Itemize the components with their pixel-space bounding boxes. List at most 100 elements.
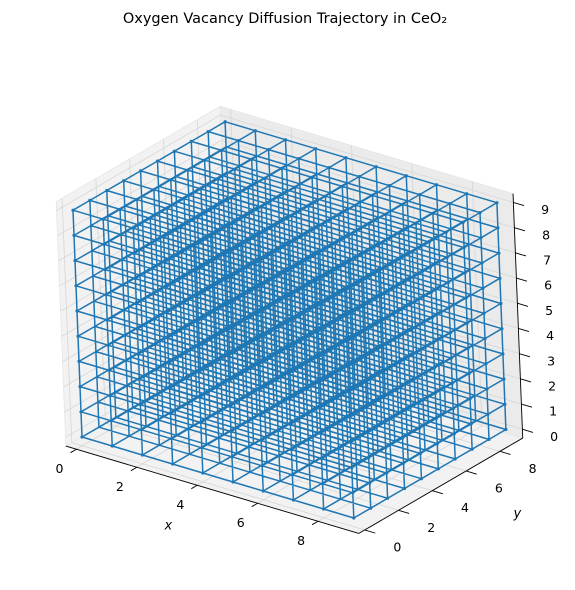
trajectory-point — [469, 422, 473, 426]
trajectory-point — [186, 168, 190, 172]
trajectory-point — [108, 394, 112, 398]
trajectory-point — [138, 403, 142, 407]
trajectory-point — [280, 166, 284, 170]
trajectory-point — [428, 265, 432, 269]
trajectory-point — [135, 197, 139, 202]
x-tick-mark — [130, 466, 138, 472]
z-tick-label: 0 — [550, 429, 558, 444]
trajectory-point — [315, 331, 319, 335]
z-tick-label: 6 — [544, 278, 552, 293]
z-tick-label: 7 — [543, 253, 551, 268]
trajectory-point — [299, 261, 303, 265]
trajectory-point — [196, 345, 200, 349]
trajectory-point — [415, 376, 419, 380]
trajectory-point — [419, 477, 423, 481]
trajectory-point — [344, 314, 348, 318]
y-axis-label: y — [512, 506, 521, 521]
trajectory-point — [290, 473, 294, 477]
trajectory-point — [258, 413, 262, 417]
trajectory-point — [400, 436, 405, 440]
trajectory-point — [88, 198, 92, 202]
trajectory-point — [166, 336, 170, 340]
trajectory-point — [203, 158, 207, 162]
trajectory-series — [71, 120, 508, 520]
y-tick-label: 6 — [495, 481, 503, 496]
trajectory-point — [363, 251, 367, 255]
z-tick-mark — [517, 302, 529, 307]
trajectory-point — [393, 260, 398, 264]
trajectory-point — [74, 284, 78, 288]
trajectory-point — [80, 435, 84, 439]
trajectory-point — [101, 217, 105, 221]
trajectory-point — [318, 406, 322, 410]
trajectory-point — [321, 482, 325, 486]
trajectory-point — [104, 293, 108, 297]
x-tick-mark — [251, 502, 258, 508]
trajectory-point — [132, 251, 136, 255]
trajectory-point — [283, 138, 288, 142]
trajectory-point — [431, 211, 435, 215]
trajectory-point — [502, 377, 506, 381]
trajectory-point — [345, 340, 349, 344]
trajectory-point — [314, 147, 318, 151]
trajectory-point — [229, 430, 233, 434]
trajectory-point — [77, 359, 81, 363]
trajectory-point — [223, 278, 227, 282]
z-tick-mark — [514, 227, 526, 232]
trajectory-point — [75, 309, 79, 313]
trajectory-point — [465, 321, 469, 325]
trajectory-point — [461, 220, 465, 224]
trajectory-point — [206, 130, 210, 134]
trajectory-point — [429, 290, 433, 295]
z-tick-label: 1 — [549, 404, 557, 419]
z-tick-label: 5 — [545, 303, 553, 318]
trajectory-point — [199, 421, 203, 425]
trajectory-point — [462, 246, 466, 250]
trajectory-point — [432, 366, 436, 370]
trajectory-point — [236, 139, 240, 143]
z-tick-mark — [521, 403, 533, 408]
trajectory-point — [500, 327, 504, 331]
trajectory-point — [289, 448, 293, 452]
trajectory-point — [209, 234, 213, 238]
trajectory-point — [498, 276, 502, 280]
trajectory-point — [109, 419, 113, 423]
trajectory-point — [436, 467, 440, 471]
y-tick-mark — [398, 509, 410, 514]
trajectory-point — [255, 338, 259, 342]
trajectory-point — [337, 213, 341, 217]
x-tick-mark — [311, 520, 319, 526]
grid-line — [56, 114, 221, 211]
trajectory-point — [200, 446, 204, 450]
z-tick-label: 4 — [546, 328, 554, 343]
trajectory-point — [450, 381, 454, 385]
trajectory-point — [402, 486, 407, 491]
trajectory-point — [297, 157, 301, 161]
trajectory-point — [242, 215, 247, 219]
trajectory-point — [479, 236, 483, 240]
trajectory-point — [468, 397, 472, 401]
trajectory-point — [283, 296, 287, 300]
trajectory-point — [227, 379, 231, 383]
y-tick-label: 2 — [427, 520, 435, 535]
trajectory-point — [155, 159, 160, 163]
trajectory-point — [314, 305, 318, 309]
y-tick-label: 4 — [461, 500, 469, 515]
trajectory-point — [446, 281, 450, 285]
trajectory-point — [354, 203, 358, 207]
trajectory-point — [448, 331, 452, 335]
trajectory-point — [362, 330, 366, 334]
trajectory-point — [434, 416, 438, 421]
trajectory-point — [269, 252, 273, 256]
trajectory-point — [322, 507, 326, 511]
grid-line — [57, 139, 222, 237]
trajectory-point — [286, 242, 290, 247]
trajectory-point — [260, 464, 264, 468]
trajectory-point — [256, 363, 260, 367]
trajectory-point — [319, 431, 323, 435]
grid-line — [95, 178, 106, 424]
trajectory-point — [193, 269, 197, 273]
trajectory-point — [199, 187, 203, 191]
trajectory-point — [497, 251, 501, 255]
trajectory-point — [306, 204, 311, 208]
